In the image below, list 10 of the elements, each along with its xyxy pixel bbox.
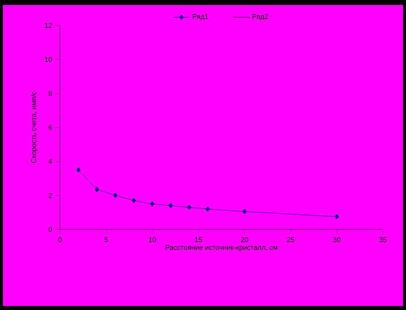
point (132, 198, 136, 204)
point (113, 192, 118, 198)
point (150, 201, 154, 207)
point (168, 202, 173, 208)
point (242, 208, 247, 214)
point (187, 204, 192, 210)
point (334, 214, 339, 220)
point (206, 206, 210, 212)
point (76, 167, 81, 173)
point (94, 186, 99, 192)
